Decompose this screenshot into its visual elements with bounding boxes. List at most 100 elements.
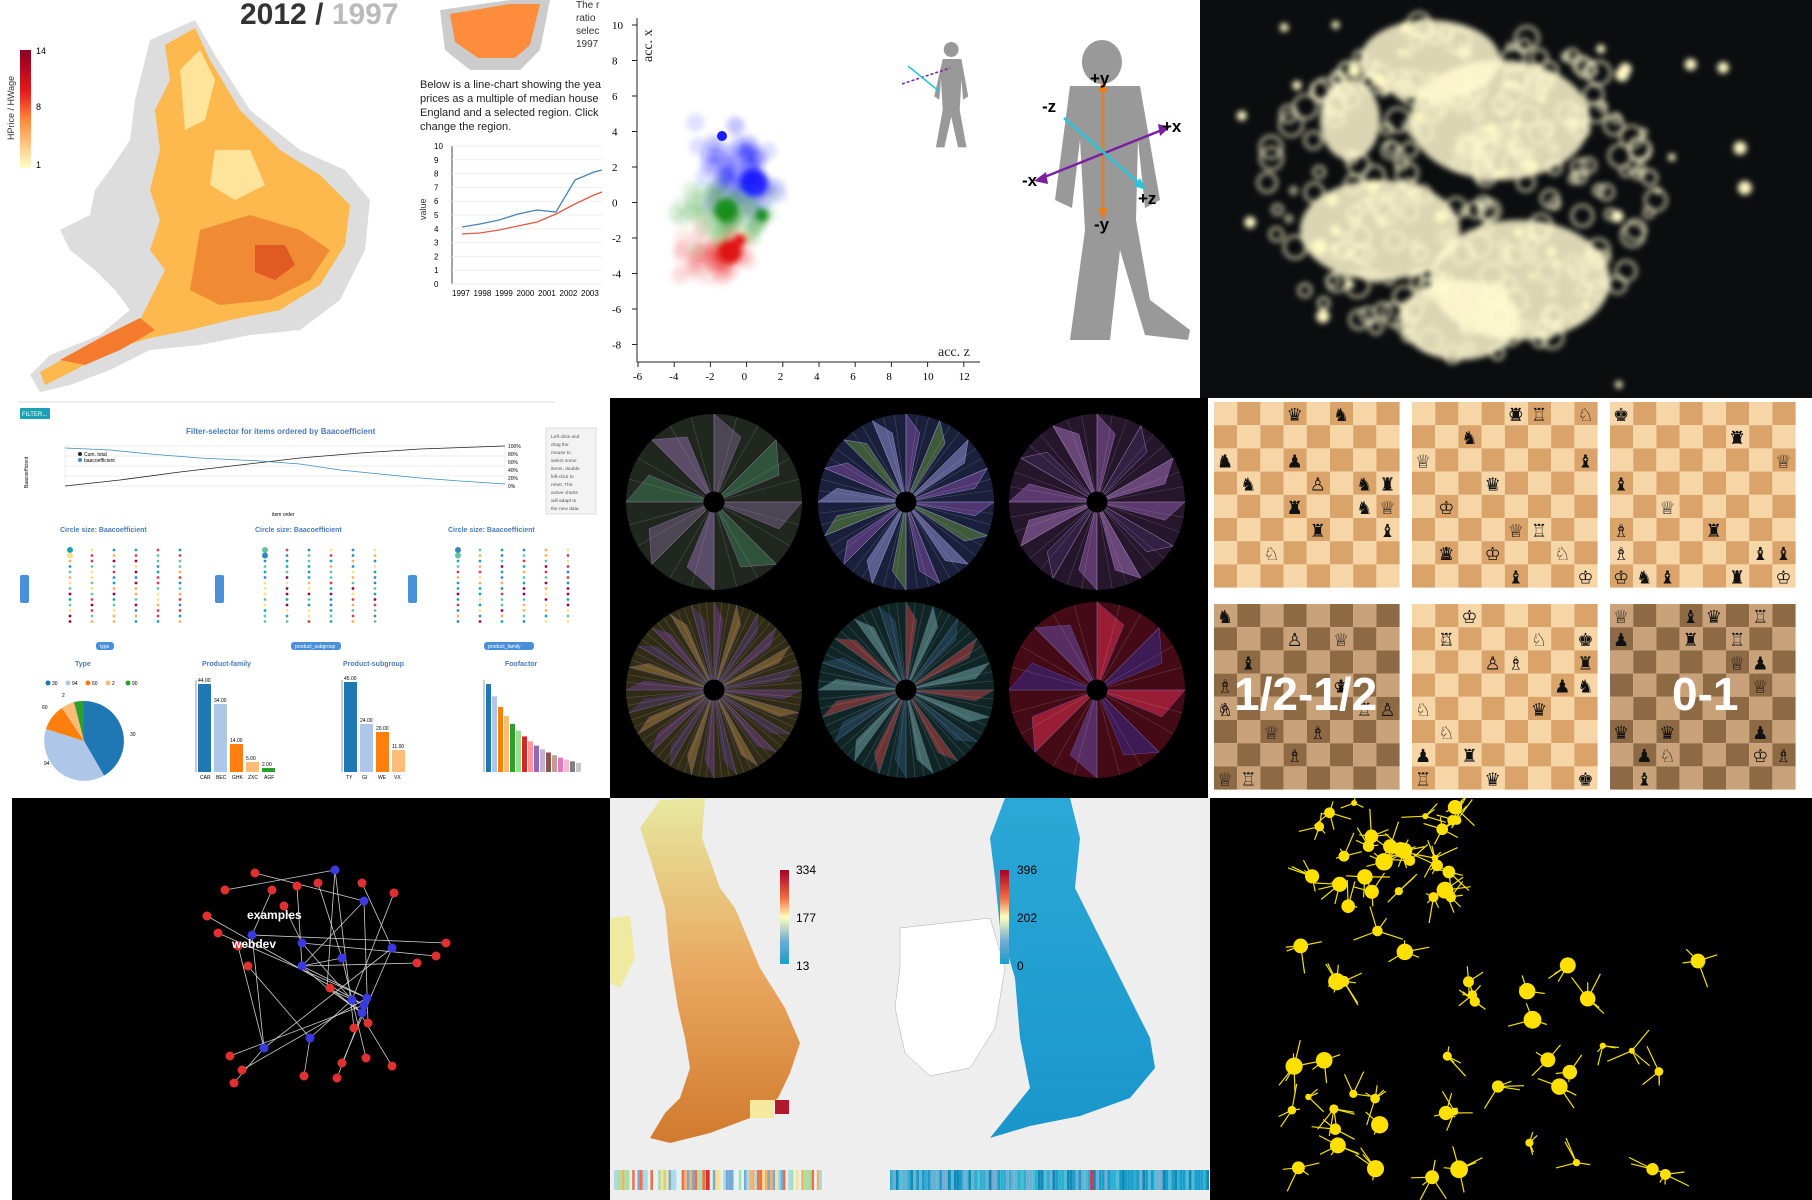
network-node-red[interactable]: [225, 1051, 235, 1061]
network-node-red[interactable]: [387, 1061, 397, 1071]
bar[interactable]: [230, 744, 243, 772]
circle-chart-badge[interactable]: [484, 642, 534, 650]
network-node-red[interactable]: [357, 878, 367, 888]
foofactor-bar[interactable]: [534, 745, 539, 772]
network-node-red[interactable]: [237, 1065, 247, 1075]
network-node-red[interactable]: [267, 885, 277, 895]
foofactor-bar[interactable]: [510, 723, 515, 772]
chess-board[interactable]: ♝♔ ♞♛♝♖♗♝♕♔♚♝♗♝♜♜♜♕: [1610, 402, 1796, 588]
foofactor-bar[interactable]: [486, 684, 491, 772]
foofactor-bar[interactable]: [522, 736, 527, 772]
type-pie[interactable]: [44, 700, 124, 781]
circle-chart-colorbar-toggle[interactable]: [215, 575, 224, 603]
circle-chart-badge[interactable]: [96, 642, 114, 650]
network-node-blue[interactable]: [387, 943, 397, 953]
pct-tick: 80%: [508, 452, 519, 458]
filter-button[interactable]: [20, 408, 50, 419]
foofactor-bar[interactable]: [576, 762, 581, 772]
map-region-southwest[interactable]: [60, 318, 155, 365]
circle-chart-badge[interactable]: [291, 642, 341, 650]
foofactor-bar[interactable]: [492, 696, 497, 772]
chess-board[interactable]: ♙ ♛ ♜ ♛ ♟ ♖ ♗ ♘ ♚ ♘ ♜ ♔ ♖ ♚ ♟ ♞ ♘ ♘: [1412, 604, 1598, 790]
network-node-red[interactable]: [202, 911, 212, 921]
network-node-red[interactable]: [325, 983, 335, 993]
network-node-blue[interactable]: [259, 1043, 269, 1053]
bar[interactable]: [262, 768, 275, 772]
network-node-blue[interactable]: [347, 995, 357, 1005]
network-node-red[interactable]: [337, 1058, 347, 1068]
network-node-red[interactable]: [349, 1023, 359, 1033]
axis-z-arrow: [1063, 117, 1141, 185]
foofactor-bar[interactable]: [528, 741, 533, 772]
network-node-red[interactable]: [299, 1071, 309, 1081]
circle-chart-dot: [351, 598, 355, 601]
circle-chart-dot: [90, 554, 94, 557]
map-region-london[interactable]: [255, 245, 295, 280]
bar[interactable]: [344, 682, 357, 772]
network-node-blue[interactable]: [247, 930, 257, 940]
type-legend-label: 2: [112, 681, 115, 687]
foofactor-bar[interactable]: [498, 706, 503, 772]
network-node-blue[interactable]: [305, 1033, 315, 1043]
uk-left-legend: [780, 870, 789, 964]
network-node-red[interactable]: [229, 1078, 239, 1088]
foofactor-bar[interactable]: [516, 730, 521, 772]
bar[interactable]: [246, 762, 259, 772]
chess-piece: ♘: [1217, 700, 1233, 720]
circle-chart-dot: [68, 559, 72, 563]
network-node-red[interactable]: [213, 928, 223, 938]
network-node-red[interactable]: [441, 938, 451, 948]
network-node-red[interactable]: [313, 878, 323, 888]
bar[interactable]: [214, 704, 227, 772]
circle-chart-dot: [262, 547, 268, 553]
bar[interactable]: [198, 684, 211, 772]
network-node-red[interactable]: [332, 1073, 342, 1083]
chess-board[interactable]: ♝ ♟ ♛ ♕ ♛ ♖ ♟ ♕ ♗ ♘ ♖ ♝ ♕ ♛ ♜ ♟ ♔ ♟: [1610, 604, 1796, 790]
yellow-burst: [1300, 1051, 1341, 1084]
foofactor-bar[interactable]: [570, 761, 575, 772]
network-nodes[interactable]: [202, 865, 451, 1088]
network-node-red[interactable]: [412, 958, 422, 968]
network-node-blue[interactable]: [359, 1000, 369, 1010]
type-legend-swatch: [85, 680, 91, 686]
map-region-light[interactable]: [180, 50, 215, 130]
network-node-blue[interactable]: [337, 953, 347, 963]
circle-chart-dot: [285, 614, 289, 618]
network-node-red[interactable]: [363, 1018, 373, 1028]
bar[interactable]: [376, 732, 389, 772]
network-node-red[interactable]: [361, 1053, 371, 1063]
bar[interactable]: [392, 750, 405, 772]
network-node-red[interactable]: [220, 885, 230, 895]
circle-chart-colorbar-toggle[interactable]: [408, 575, 417, 603]
circle-chart-dot: [500, 576, 504, 579]
network-node-red[interactable]: [431, 951, 441, 961]
network-node-red[interactable]: [292, 881, 302, 891]
map-region-light-2[interactable]: [210, 150, 265, 200]
foofactor-bar[interactable]: [552, 755, 557, 772]
chess-board[interactable]: ♕♝♘♞♖♔♜♕♘♖♔♘♔♛♛♙♝♔: [1412, 402, 1598, 588]
circle-chart-dot: [373, 592, 377, 596]
foofactor-bar[interactable]: [546, 752, 551, 772]
network-node-blue[interactable]: [362, 993, 372, 1003]
circle-chart-dot: [112, 554, 116, 557]
network-node-blue[interactable]: [357, 1008, 367, 1018]
network-node-red[interactable]: [250, 868, 260, 878]
bar[interactable]: [360, 724, 373, 772]
uk-hotspot: [775, 1100, 789, 1114]
network-node-blue[interactable]: [297, 961, 307, 971]
foofactor-bar[interactable]: [564, 759, 569, 772]
network-node-red[interactable]: [279, 901, 289, 911]
foofactor-bar[interactable]: [540, 749, 545, 772]
network-node-blue[interactable]: [359, 896, 369, 906]
network-node-red[interactable]: [243, 961, 253, 971]
foofactor-bar[interactable]: [558, 757, 563, 772]
network-node-red[interactable]: [389, 888, 399, 898]
circle-chart-colorbar-toggle[interactable]: [20, 575, 29, 603]
circle-chart-dot: [544, 620, 548, 623]
network-node-red[interactable]: [233, 941, 243, 951]
network-node-blue[interactable]: [330, 865, 340, 875]
chess-board[interactable]: ♕♘♕♗ ♙♗♘♕♖♞♙♝♗♖♘♔♝♗: [1214, 604, 1400, 790]
chess-board[interactable]: ♜♝♜♜ ♕♘♟♙♟♞ ♟♜♞♝♞♞♞♛: [1214, 402, 1400, 588]
network-node-blue[interactable]: [297, 938, 307, 948]
foofactor-bar[interactable]: [504, 716, 509, 772]
